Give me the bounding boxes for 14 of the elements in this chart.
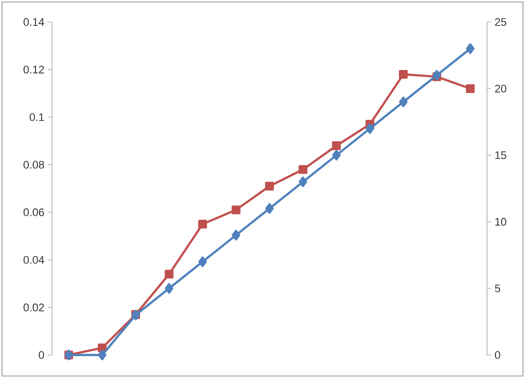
y-tick-label: 0.14: [24, 18, 44, 26]
y-tick-label: 0.08: [24, 160, 44, 169]
y-tick-label: 0: [38, 351, 44, 359]
y-tick-label: 0.12: [24, 66, 44, 74]
y2-tick-label: 10: [495, 218, 506, 226]
y2-tick-label: 5: [494, 284, 500, 292]
y-tick-label: 0.06: [24, 208, 44, 216]
y-tick-label: 0.1: [30, 113, 44, 122]
y-tick-label: 0.02: [24, 304, 44, 312]
y2-tick-label: 20: [495, 84, 506, 92]
y2-tick-label: 25: [495, 18, 506, 26]
y-tick-label: 0.04: [24, 256, 44, 264]
y2-tick-label: 15: [495, 151, 506, 160]
y2-tick-label: 0: [494, 351, 500, 359]
